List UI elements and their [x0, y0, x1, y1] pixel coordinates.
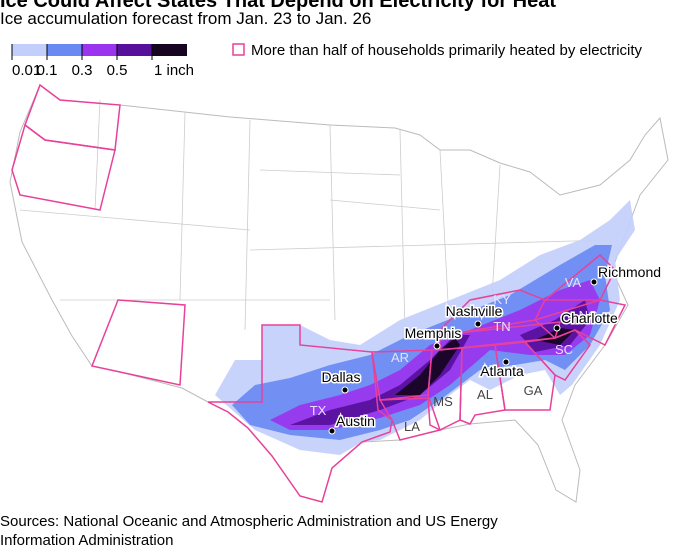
state-label: KY: [493, 292, 511, 307]
legend-swatch: [117, 44, 152, 56]
source-line: Sources: National Oceanic and Atmospheri…: [0, 513, 498, 530]
city-dot: [590, 278, 598, 286]
city-label: Dallas: [322, 369, 361, 385]
legend-label: 0.3: [72, 62, 93, 79]
subtitle: Ice accumulation forecast from Jan. 23 t…: [0, 9, 372, 28]
ice-band: [232, 245, 612, 440]
state-borders: [19, 99, 611, 341]
title: Ice Could Affect States That Depend on E…: [0, 0, 557, 12]
legend: 0.010.1 0.3 0.5 1 inch More than half of hou…: [11, 42, 643, 79]
legend-label: 1 inch: [154, 62, 194, 79]
state-label: VA: [565, 275, 582, 290]
source-line: Information Administration: [0, 532, 174, 549]
city-dot: [433, 342, 441, 350]
state-label: SC: [555, 342, 573, 357]
state-label: MS: [433, 394, 453, 409]
state-label: LA: [404, 419, 420, 434]
city-dot: [502, 358, 510, 366]
legend-label: 0.1: [37, 62, 58, 79]
map: 0.010.1 0.3 0.5 1 inch More than half of hou…: [9, 42, 669, 503]
city-dot: [341, 386, 349, 394]
city-label: Atlanta: [480, 363, 524, 379]
city-dot: [474, 320, 482, 328]
legend-label: 0.5: [107, 62, 128, 79]
city-label: Austin: [336, 413, 375, 429]
legend-outline-swatch: [232, 43, 245, 56]
source: Sources: National Oceanic and Atmospheri…: [0, 512, 498, 550]
state-label: TX: [310, 403, 327, 418]
city-label: Charlotte: [561, 310, 618, 326]
state-label: GA: [524, 383, 543, 398]
city-dot: [553, 324, 561, 332]
legend-swatch: [82, 44, 117, 56]
legend-label: 0.01: [12, 62, 41, 79]
state-label: AL: [477, 387, 493, 402]
city-dot: [328, 427, 336, 435]
legend-swatch: [152, 44, 187, 56]
map-labels: VA KY TN NC SC AR TX MS AL GA LA Richmond Nashville M…: [310, 263, 663, 435]
legend-swatch: [47, 44, 82, 56]
ice-layer: [215, 200, 635, 455]
state-label: TN: [493, 319, 510, 334]
state-label: NC: [579, 308, 598, 323]
legend-swatch: [12, 44, 47, 56]
city-label: Nashville: [446, 303, 503, 319]
city-label: Richmond: [598, 264, 661, 280]
city-label: Memphis: [405, 325, 462, 341]
state-label: AR: [391, 350, 409, 365]
legend-outline-label: More than half of households primarily h…: [251, 42, 643, 59]
